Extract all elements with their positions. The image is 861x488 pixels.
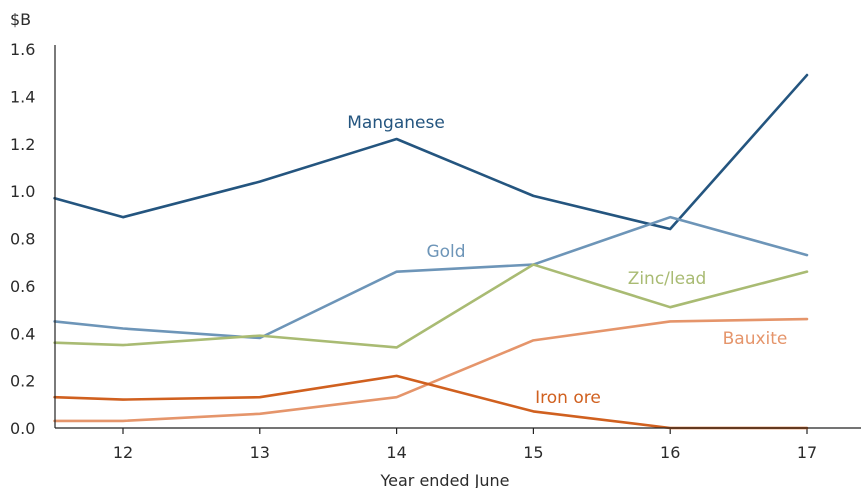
y-tick-label: 1.4 [10, 87, 35, 106]
x-tick-label: 16 [660, 443, 680, 462]
series-label-iron-ore: Iron ore [535, 388, 601, 408]
y-axis-ticks: 0.0 0.2 0.4 0.6 0.8 1.0 1.2 1.4 1.6 [10, 40, 35, 438]
y-tick-label: 1.6 [10, 40, 35, 59]
y-tick-label: 1.2 [10, 135, 35, 154]
series-line-manganese [53, 73, 809, 231]
y-tick-label: 0.0 [10, 419, 35, 438]
x-tick-label: 15 [523, 443, 543, 462]
series-labels: Manganese Gold Zinc/lead Bauxite Iron ore [347, 113, 787, 408]
series-label-bauxite: Bauxite [723, 329, 788, 349]
x-tick-label: 14 [386, 443, 406, 462]
x-axis-ticks: 12 13 14 15 16 17 [113, 428, 817, 462]
series-line-zinc-lead [53, 263, 809, 349]
y-tick-label: 0.2 [10, 372, 35, 391]
series-label-gold: Gold [426, 242, 465, 262]
y-axis-unit: $B [10, 10, 31, 29]
y-tick-label: 0.8 [10, 230, 35, 249]
series-label-zinc-lead: Zinc/lead [628, 269, 707, 289]
series-line-bauxite [53, 317, 809, 423]
x-tick-label: 12 [113, 443, 133, 462]
y-tick-label: 1.0 [10, 182, 35, 201]
y-tick-label: 0.6 [10, 277, 35, 296]
x-axis-title: Year ended June [379, 471, 509, 488]
y-tick-label: 0.4 [10, 324, 35, 343]
x-tick-label: 13 [250, 443, 270, 462]
series-label-manganese: Manganese [347, 113, 445, 133]
series-line-iron-ore [53, 374, 809, 430]
series-line-gold [53, 215, 809, 340]
x-tick-label: 17 [797, 443, 817, 462]
